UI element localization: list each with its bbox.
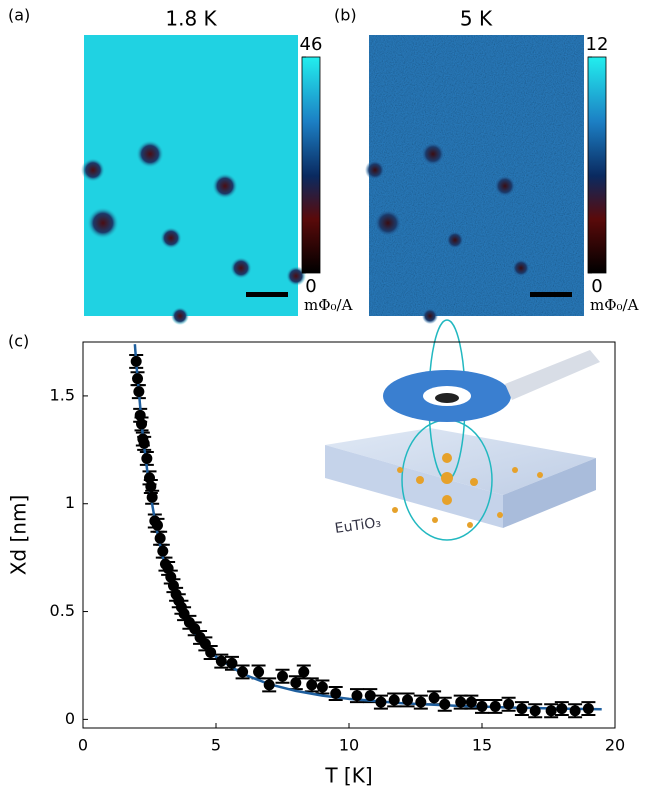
x-tick-label: 0 — [78, 736, 88, 755]
point — [216, 656, 227, 667]
image-a — [81, 35, 306, 325]
point — [466, 697, 477, 708]
point — [133, 386, 144, 397]
point — [131, 356, 142, 367]
point — [157, 546, 168, 557]
point — [141, 453, 152, 464]
point — [226, 658, 237, 669]
point — [402, 694, 413, 705]
colorbar-unit: mΦ₀/A — [304, 296, 353, 314]
x-tick-label: 5 — [211, 736, 221, 755]
panel-title: 5 K — [460, 7, 493, 31]
inset-illustration — [325, 320, 600, 540]
point — [351, 690, 362, 701]
point — [583, 703, 594, 714]
x-tick-label: 15 — [472, 736, 492, 755]
panel-label: (b) — [334, 6, 357, 25]
point — [277, 671, 288, 682]
point — [306, 679, 317, 690]
y-tick-label: 1 — [65, 493, 75, 512]
panel-title: 1.8 K — [165, 7, 217, 31]
colorbar-unit: mΦ₀/A — [590, 296, 639, 314]
point — [147, 492, 158, 503]
point — [155, 533, 166, 544]
point — [490, 701, 501, 712]
y-tick-label: 0.5 — [50, 601, 75, 620]
point — [477, 701, 488, 712]
panel-label: (c) — [8, 332, 29, 351]
point — [455, 697, 466, 708]
point — [330, 688, 341, 699]
point — [429, 692, 440, 703]
point — [570, 705, 581, 716]
point — [503, 699, 514, 710]
point — [439, 699, 450, 710]
colorbar — [588, 57, 606, 273]
point — [415, 697, 426, 708]
x-tick-label: 10 — [339, 736, 359, 755]
point — [365, 690, 376, 701]
point — [237, 666, 248, 677]
point — [152, 520, 163, 531]
point — [556, 703, 567, 714]
point — [136, 418, 147, 429]
point — [516, 703, 527, 714]
point — [389, 694, 400, 705]
point — [298, 666, 309, 677]
annotation: EuTiO₃ — [334, 515, 382, 537]
x-axis-label: T [K] — [324, 764, 372, 788]
point — [264, 679, 275, 690]
point — [530, 705, 541, 716]
point — [317, 682, 328, 693]
colorbar-tick-label: 0 — [591, 276, 602, 297]
page: (a) 1.8 K 0 46 mΦ₀/A (b) 5 K 0 12 mΦ₀/A (c) T [K] Xd… — [0, 0, 650, 795]
point — [205, 647, 216, 658]
y-tick-label: 0 — [65, 709, 75, 728]
image-b — [365, 35, 584, 324]
y-tick-label: 1.5 — [50, 385, 75, 404]
x-tick-label: 20 — [605, 736, 625, 755]
point — [145, 481, 156, 492]
point — [546, 705, 557, 716]
point — [132, 373, 143, 384]
point — [139, 438, 150, 449]
colorbar — [302, 57, 320, 273]
y-axis-label: Xd [nm] — [7, 495, 31, 576]
point — [375, 697, 386, 708]
point — [253, 666, 264, 677]
colorbar-tick-label: 0 — [305, 276, 316, 297]
point — [290, 677, 301, 688]
colorbar-tick-label: 12 — [586, 34, 609, 55]
figure: (a) 1.8 K 0 46 mΦ₀/A (b) 5 K 0 12 mΦ₀/A (c) T [K] Xd… — [0, 0, 650, 795]
colorbar-tick-label: 46 — [300, 34, 323, 55]
panel-label: (a) — [8, 6, 30, 25]
